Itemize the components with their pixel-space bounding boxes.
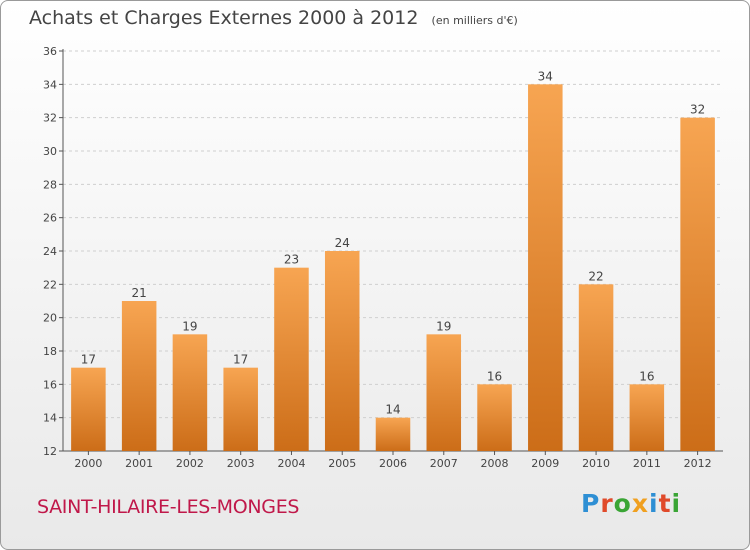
logo-letter: t xyxy=(658,489,672,518)
logo-letter: r xyxy=(600,489,614,518)
data-label: 21 xyxy=(132,286,147,300)
x-tick-label: 2007 xyxy=(430,457,458,470)
y-tick-label: 24 xyxy=(43,245,57,258)
logo-letter: i xyxy=(671,489,682,518)
logo-letter: x xyxy=(631,489,649,518)
commune-name: SAINT-HILAIRE-LES-MONGES xyxy=(37,496,300,518)
axes: 12 14 16 18 20 22 24 26 28 30 32 34 36 2000 2001 2002 20… xyxy=(43,45,723,470)
x-tick-label: 2010 xyxy=(582,457,610,470)
x-tick-label: 2012 xyxy=(684,457,712,470)
y-tick-label: 32 xyxy=(43,112,57,125)
bar xyxy=(477,384,512,451)
bar xyxy=(223,367,258,451)
y-tick-label: 34 xyxy=(43,78,57,91)
bars: 17 21 19 17 23 24 14 19 16 34 22 16 32 xyxy=(71,69,715,452)
bar xyxy=(274,267,309,451)
chart-subtitle: (en milliers d'€) xyxy=(431,14,518,27)
bar xyxy=(578,284,614,451)
y-tick-label: 36 xyxy=(43,45,57,58)
x-tick-label: 2011 xyxy=(633,457,661,470)
proxiti-logo: Proxiti xyxy=(581,489,681,518)
x-tick-label: 2000 xyxy=(74,457,102,470)
y-tick-label: 20 xyxy=(43,312,57,325)
bar xyxy=(528,84,563,451)
y-tick-label: 26 xyxy=(43,212,57,225)
data-label: 16 xyxy=(639,369,654,383)
x-tick-label: 2009 xyxy=(531,457,559,470)
data-label: 19 xyxy=(182,319,197,333)
x-tick-label: 2006 xyxy=(379,457,407,470)
x-tick-label: 2003 xyxy=(227,457,255,470)
y-tick-label: 12 xyxy=(43,445,57,458)
x-tick-label: 2005 xyxy=(328,457,356,470)
y-tick-label: 22 xyxy=(43,278,57,291)
logo-letter: i xyxy=(649,489,659,518)
chart-title: Achats et Charges Externes 2000 à 2012 xyxy=(29,7,419,29)
bar xyxy=(324,251,360,451)
x-tick-label: 2004 xyxy=(277,457,305,470)
data-label: 19 xyxy=(436,319,451,333)
data-label: 17 xyxy=(233,353,248,367)
x-tick-label: 2001 xyxy=(125,457,153,470)
y-tick-label: 28 xyxy=(43,178,57,191)
logo-letter: o xyxy=(613,489,632,518)
x-tick-label: 2002 xyxy=(176,457,204,470)
logo-letter: P xyxy=(581,489,601,518)
data-label: 22 xyxy=(588,269,603,283)
data-label: 34 xyxy=(538,69,553,83)
data-label: 24 xyxy=(335,236,350,250)
bar xyxy=(172,334,208,451)
y-tick-label: 16 xyxy=(43,378,57,391)
bar xyxy=(121,301,157,451)
data-label: 14 xyxy=(385,403,400,417)
bar xyxy=(426,334,462,451)
y-tick-label: 14 xyxy=(43,412,57,425)
bar xyxy=(629,384,665,451)
chart-header: Achats et Charges Externes 2000 à 2012 (… xyxy=(29,7,518,29)
bar xyxy=(71,367,106,451)
x-tick-label: 2008 xyxy=(481,457,509,470)
bar xyxy=(680,117,715,452)
data-label: 23 xyxy=(284,253,299,267)
data-label: 17 xyxy=(81,353,96,367)
grid-lines xyxy=(63,50,723,419)
bar xyxy=(375,417,411,451)
y-tick-label: 30 xyxy=(43,145,57,158)
data-label: 16 xyxy=(487,369,502,383)
data-label: 32 xyxy=(690,103,705,117)
y-tick-label: 18 xyxy=(43,345,57,358)
